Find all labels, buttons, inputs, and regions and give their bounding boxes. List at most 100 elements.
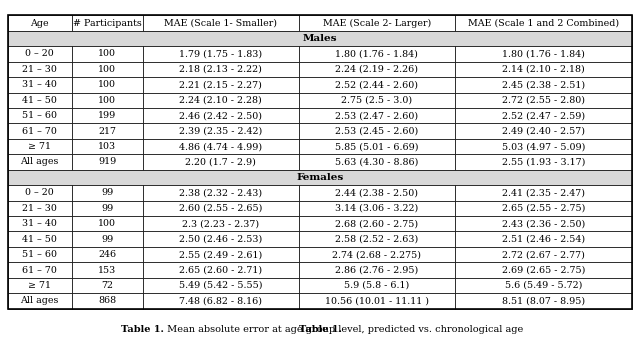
Bar bbox=[455, 92, 632, 108]
Bar bbox=[299, 154, 455, 170]
Bar bbox=[143, 293, 299, 309]
Bar bbox=[143, 185, 299, 201]
Text: 2.86 (2.76 - 2.95): 2.86 (2.76 - 2.95) bbox=[335, 266, 419, 275]
Text: 2.74 (2.68 - 2.275): 2.74 (2.68 - 2.275) bbox=[332, 250, 421, 259]
Text: 2.69 (2.65 - 2.75): 2.69 (2.65 - 2.75) bbox=[502, 266, 586, 275]
Text: MAE (Scale 1 and 2 Combined): MAE (Scale 1 and 2 Combined) bbox=[468, 18, 619, 28]
Text: 41 – 50: 41 – 50 bbox=[22, 235, 57, 244]
Bar bbox=[455, 15, 632, 31]
Text: 3.14 (3.06 - 3.22): 3.14 (3.06 - 3.22) bbox=[335, 204, 419, 213]
Text: All ages: All ages bbox=[20, 296, 59, 306]
Text: 2.49 (2.40 - 2.57): 2.49 (2.40 - 2.57) bbox=[502, 127, 585, 136]
Bar bbox=[8, 154, 72, 170]
Bar bbox=[8, 46, 72, 62]
Bar bbox=[8, 293, 72, 309]
Bar bbox=[72, 123, 143, 139]
Text: 100: 100 bbox=[98, 219, 116, 228]
Text: 2.51 (2.46 - 2.54): 2.51 (2.46 - 2.54) bbox=[502, 235, 585, 244]
Bar bbox=[455, 201, 632, 216]
Bar bbox=[8, 247, 72, 262]
Text: 2.75 (2.5 - 3.0): 2.75 (2.5 - 3.0) bbox=[341, 96, 412, 105]
Bar bbox=[72, 247, 143, 262]
Text: Table 1.: Table 1. bbox=[121, 325, 164, 333]
Bar bbox=[299, 293, 455, 309]
Text: 2.53 (2.47 - 2.60): 2.53 (2.47 - 2.60) bbox=[335, 111, 419, 120]
Text: All ages: All ages bbox=[20, 158, 59, 166]
Bar bbox=[299, 108, 455, 123]
Text: 5.03 (4.97 - 5.09): 5.03 (4.97 - 5.09) bbox=[502, 142, 586, 151]
Text: 4.86 (4.74 - 4.99): 4.86 (4.74 - 4.99) bbox=[179, 142, 262, 151]
Bar bbox=[299, 123, 455, 139]
Text: 41 – 50: 41 – 50 bbox=[22, 96, 57, 105]
Text: 21 – 30: 21 – 30 bbox=[22, 65, 57, 74]
Text: 1.79 (1.75 - 1.83): 1.79 (1.75 - 1.83) bbox=[179, 49, 262, 58]
Text: 2.68 (2.60 - 2.75): 2.68 (2.60 - 2.75) bbox=[335, 219, 419, 228]
Bar bbox=[8, 92, 72, 108]
Bar bbox=[299, 62, 455, 77]
Text: 103: 103 bbox=[98, 142, 116, 151]
Bar bbox=[455, 216, 632, 232]
Bar bbox=[72, 185, 143, 201]
Text: 1.80 (1.76 - 1.84): 1.80 (1.76 - 1.84) bbox=[502, 49, 585, 58]
Text: 2.65 (2.60 - 2.71): 2.65 (2.60 - 2.71) bbox=[179, 266, 262, 275]
Bar bbox=[8, 15, 632, 309]
Bar bbox=[143, 262, 299, 278]
Bar bbox=[299, 232, 455, 247]
Bar bbox=[299, 15, 455, 31]
Text: 2.20 (1.7 - 2.9): 2.20 (1.7 - 2.9) bbox=[185, 158, 256, 166]
Bar bbox=[143, 77, 299, 92]
Bar bbox=[455, 232, 632, 247]
Text: 2.52 (2.44 - 2.60): 2.52 (2.44 - 2.60) bbox=[335, 80, 419, 89]
Text: 61 – 70: 61 – 70 bbox=[22, 266, 57, 275]
Bar bbox=[72, 15, 143, 31]
Text: 2.24 (2.19 - 2.26): 2.24 (2.19 - 2.26) bbox=[335, 65, 419, 74]
Text: 2.60 (2.55 - 2.65): 2.60 (2.55 - 2.65) bbox=[179, 204, 262, 213]
Text: 2.24 (2.10 - 2.28): 2.24 (2.10 - 2.28) bbox=[179, 96, 262, 105]
Bar bbox=[8, 108, 72, 123]
Bar bbox=[8, 232, 72, 247]
Bar bbox=[143, 123, 299, 139]
Text: 5.9 (5.8 - 6.1): 5.9 (5.8 - 6.1) bbox=[344, 281, 410, 290]
Text: 0 – 20: 0 – 20 bbox=[25, 49, 54, 58]
Text: 2.58 (2.52 - 2.63): 2.58 (2.52 - 2.63) bbox=[335, 235, 419, 244]
Text: 100: 100 bbox=[98, 96, 116, 105]
Bar bbox=[72, 278, 143, 293]
Bar bbox=[143, 201, 299, 216]
Bar bbox=[72, 293, 143, 309]
Text: 2.53 (2.45 - 2.60): 2.53 (2.45 - 2.60) bbox=[335, 127, 419, 136]
Text: 99: 99 bbox=[101, 204, 113, 213]
Bar bbox=[455, 77, 632, 92]
Bar bbox=[72, 216, 143, 232]
Bar bbox=[72, 201, 143, 216]
Text: 246: 246 bbox=[98, 250, 116, 259]
Bar bbox=[299, 185, 455, 201]
Text: 10.56 (10.01 - 11.11 ): 10.56 (10.01 - 11.11 ) bbox=[324, 296, 429, 306]
Text: 2.41 (2.35 - 2.47): 2.41 (2.35 - 2.47) bbox=[502, 188, 585, 197]
Text: 7.48 (6.82 - 8.16): 7.48 (6.82 - 8.16) bbox=[179, 296, 262, 306]
Bar bbox=[455, 247, 632, 262]
Bar bbox=[455, 185, 632, 201]
Text: MAE (Scale 1- Smaller): MAE (Scale 1- Smaller) bbox=[164, 18, 277, 28]
Text: 61 – 70: 61 – 70 bbox=[22, 127, 57, 136]
Bar bbox=[72, 139, 143, 154]
Text: MAE (Scale 2- Larger): MAE (Scale 2- Larger) bbox=[323, 18, 431, 28]
Bar bbox=[143, 216, 299, 232]
Text: 2.52 (2.47 - 2.59): 2.52 (2.47 - 2.59) bbox=[502, 111, 585, 120]
Text: 2.21 (2.15 - 2.27): 2.21 (2.15 - 2.27) bbox=[179, 80, 262, 89]
Bar bbox=[455, 123, 632, 139]
Bar bbox=[455, 62, 632, 77]
Bar bbox=[455, 46, 632, 62]
Text: 2.55 (2.49 - 2.61): 2.55 (2.49 - 2.61) bbox=[179, 250, 262, 259]
Bar bbox=[455, 139, 632, 154]
Bar bbox=[8, 201, 72, 216]
Text: 5.63 (4.30 - 8.86): 5.63 (4.30 - 8.86) bbox=[335, 158, 419, 166]
Text: 1.80 (1.76 - 1.84): 1.80 (1.76 - 1.84) bbox=[335, 49, 418, 58]
Bar bbox=[72, 232, 143, 247]
Text: Age: Age bbox=[30, 18, 49, 28]
Bar bbox=[72, 92, 143, 108]
Bar bbox=[143, 15, 299, 31]
Bar bbox=[143, 247, 299, 262]
Text: 217: 217 bbox=[98, 127, 116, 136]
Bar bbox=[299, 216, 455, 232]
Bar bbox=[8, 278, 72, 293]
